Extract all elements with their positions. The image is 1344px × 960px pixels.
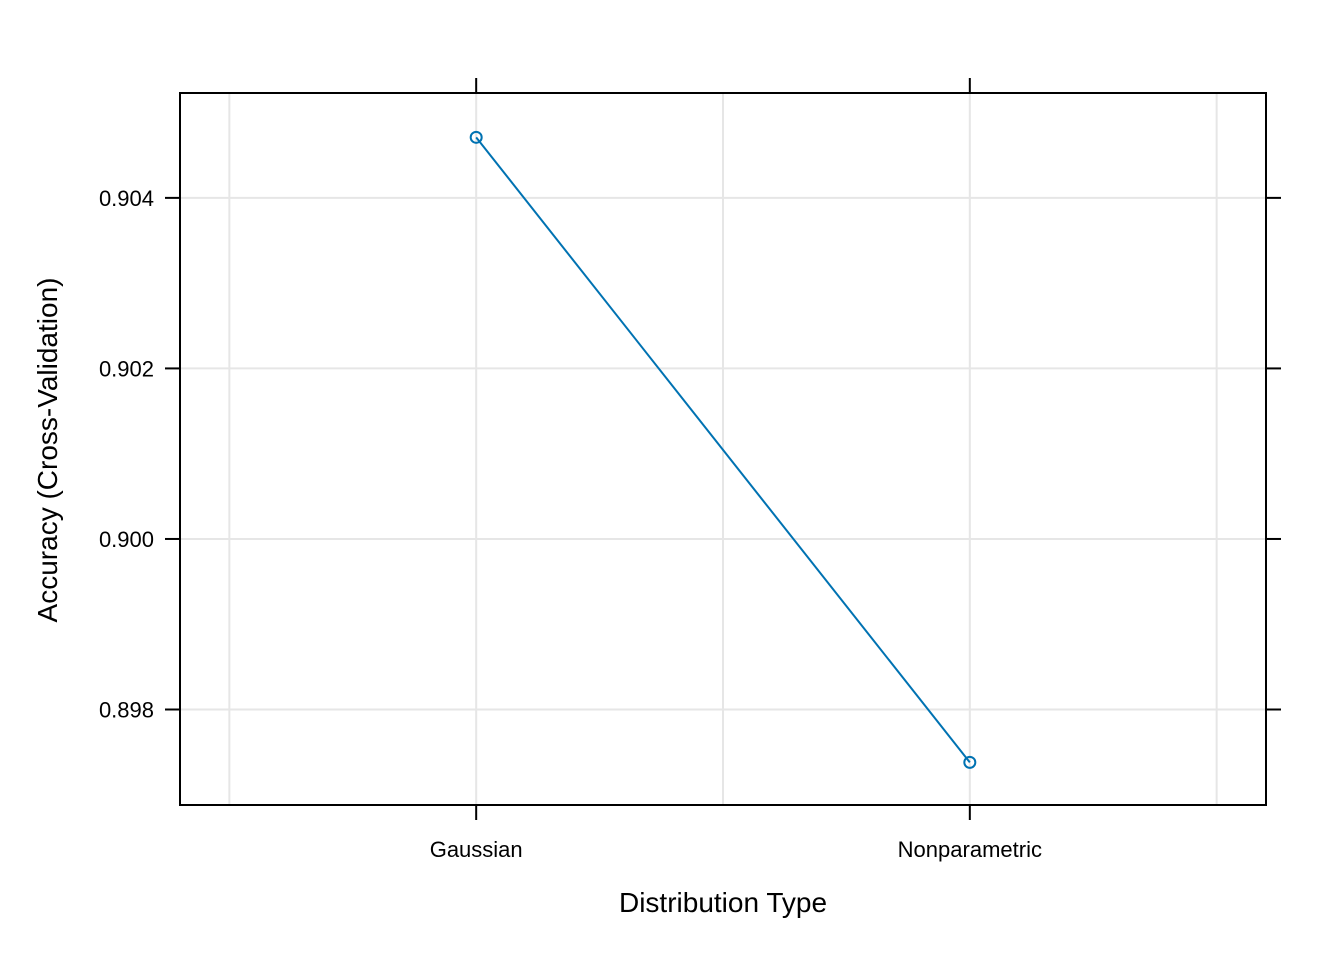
y-tick-label: 0.902 <box>99 356 154 381</box>
y-tick-label: 0.900 <box>99 527 154 552</box>
y-tick-label: 0.898 <box>99 697 154 722</box>
x-axis-title: Distribution Type <box>619 887 827 918</box>
grid-lines <box>180 93 1266 805</box>
series-line <box>475 136 971 763</box>
y-axis-title: Accuracy (Cross-Validation) <box>32 278 63 623</box>
data-point <box>963 755 977 769</box>
plot-frame <box>179 92 1267 806</box>
tick-labels: Gaussian Nonparametric 0.898 0.900 0.902 0.90… <box>99 186 1042 862</box>
data-point <box>469 130 483 144</box>
y-tick-label: 0.904 <box>99 186 154 211</box>
series-layer <box>469 130 977 769</box>
x-tick-label: Gaussian <box>430 837 523 862</box>
axes <box>165 78 1281 820</box>
x-tick-label: Nonparametric <box>898 837 1042 862</box>
